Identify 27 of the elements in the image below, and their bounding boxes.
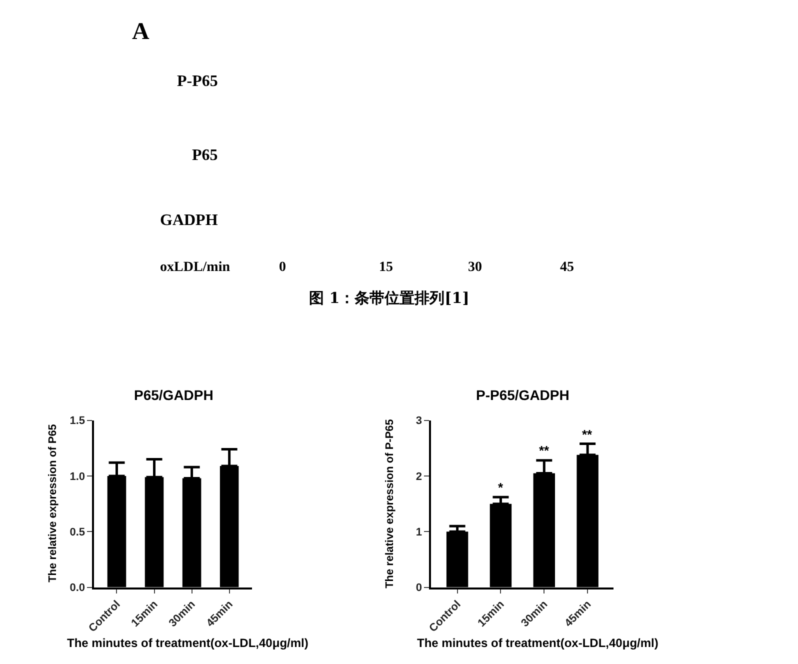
y-axis-title: The relative expression of P-P65 [384, 419, 396, 588]
x-axis-title: The minutes of treatment(ox-LDL,40μg/ml) [67, 636, 308, 650]
text: 15 [379, 260, 393, 275]
annotation: ** [582, 427, 594, 442]
text: oxLDL/min [160, 260, 230, 275]
text: 45 [560, 260, 574, 275]
text: P65 [192, 147, 218, 164]
annotation: ** [539, 443, 550, 458]
y-tick-label: 1.5 [70, 415, 86, 428]
chart-title: P65/GADPH [134, 387, 214, 403]
text: 图 1：条带位置排列[1] [309, 289, 470, 307]
text: GADPH [160, 212, 218, 229]
text: P-P65 [177, 73, 218, 90]
y-tick-label: 1.0 [70, 470, 86, 483]
text: A [132, 19, 150, 45]
y-tick-label: 3 [416, 415, 422, 428]
annotation: * [498, 480, 504, 495]
y-tick-label: 0.5 [70, 526, 86, 538]
y-axis-title: The relative expression of P65 [46, 424, 59, 582]
text: 0 [279, 260, 286, 275]
y-tick-label: 2 [416, 470, 422, 483]
chart-title: P-P65/GADPH [476, 387, 570, 403]
y-tick-label: 1 [416, 526, 422, 538]
x-axis-title: The minutes of treatment(ox-LDL,40μg/ml) [417, 636, 658, 650]
y-tick-label: 0 [416, 582, 422, 594]
y-tick-label: 0.0 [70, 582, 86, 594]
text: 30 [468, 260, 482, 275]
